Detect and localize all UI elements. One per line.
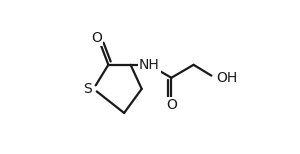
Text: OH: OH bbox=[217, 71, 238, 85]
Text: NH: NH bbox=[139, 58, 160, 72]
Text: O: O bbox=[91, 31, 102, 45]
Text: S: S bbox=[83, 82, 92, 96]
Text: O: O bbox=[166, 98, 177, 112]
